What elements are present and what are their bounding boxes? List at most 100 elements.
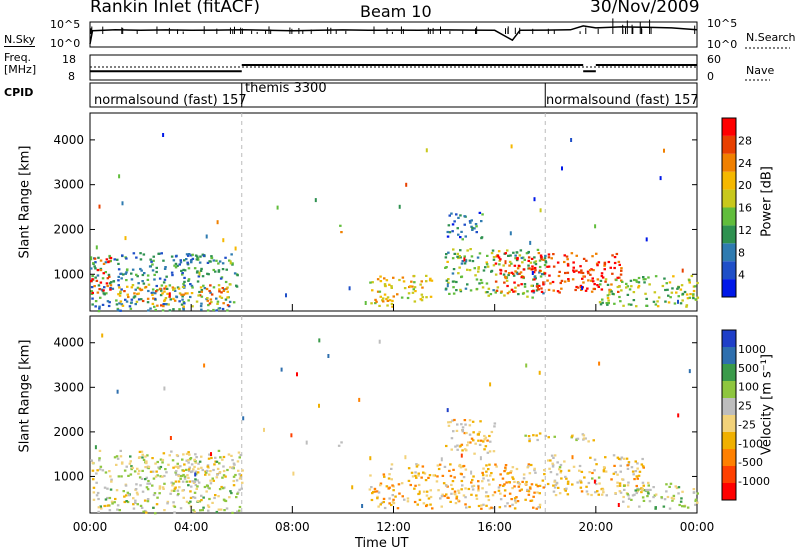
colorbar-band (722, 432, 736, 449)
scatter-cell (450, 492, 453, 495)
scatter-cell (98, 459, 101, 462)
scatter-cell (139, 484, 142, 487)
scatter-cell (627, 461, 631, 464)
scatter-cell (468, 433, 472, 436)
scatter-cell (154, 462, 157, 465)
scatter-cell (92, 498, 96, 501)
scatter-cell (119, 290, 122, 293)
scatter-cell (162, 259, 165, 262)
scatter-cell (630, 466, 634, 469)
scatter-cell (187, 299, 190, 302)
scatter-cell (456, 444, 459, 447)
scatter-cell (640, 491, 643, 494)
scatter-cell (390, 463, 394, 466)
scatter-cell (472, 439, 475, 442)
scatter-cell (515, 271, 519, 274)
scatter-cell (142, 510, 145, 513)
scatter-cell (386, 299, 390, 302)
scatter-cell (210, 257, 213, 260)
scatter-cell (186, 292, 189, 295)
scatter-cell (668, 485, 671, 488)
scatter-cell (579, 265, 582, 268)
scatter-cell (417, 474, 420, 477)
scatter-cell (502, 484, 505, 487)
scatter-cell (543, 257, 547, 260)
scatter-cell (173, 264, 176, 267)
noise-right-label: N.Search (746, 31, 796, 44)
scatter-cell (602, 469, 606, 472)
scatter-cell (542, 283, 545, 286)
scatter-cell (503, 281, 506, 284)
scatter-cell (136, 467, 139, 470)
scatter-cell (229, 283, 232, 286)
scatter-cell (471, 228, 474, 231)
scatter-cell (619, 273, 623, 276)
scatter-cell (222, 498, 226, 501)
scatter-cell (447, 278, 450, 281)
scatter-cell (218, 295, 222, 298)
scatter-cell (453, 490, 457, 493)
noise-cell (205, 234, 208, 239)
scatter-cell (147, 283, 151, 286)
scatter-cell (530, 284, 533, 287)
scatter-cell (504, 505, 507, 508)
scatter-cell (177, 474, 180, 478)
scatter-cell (191, 253, 194, 256)
scatter-cell (599, 279, 603, 282)
scatter-cell (611, 254, 614, 257)
noise-cell (90, 256, 93, 261)
scatter-cell (116, 308, 120, 312)
scatter-cell (174, 480, 178, 483)
scatter-cell (128, 462, 132, 465)
scatter-cell (99, 269, 103, 272)
scatter-cell (681, 299, 684, 302)
velocity-colorbar-tick: 1000 (738, 343, 766, 356)
scatter-cell (642, 278, 645, 281)
scatter-cell (217, 270, 221, 273)
scatter-cell (187, 469, 191, 473)
scatter-cell (219, 508, 223, 511)
scatter-cell (525, 252, 529, 255)
scatter-cell (178, 263, 181, 266)
scatter-cell (508, 264, 511, 267)
scatter-cell (488, 450, 492, 453)
scatter-cell (206, 299, 209, 302)
scatter-cell (174, 486, 177, 489)
scatter-cell (121, 254, 124, 257)
x-tick-label: 00:00 (73, 520, 108, 534)
scatter-cell (205, 490, 208, 493)
scatter-cell (540, 258, 543, 261)
scatter-cell (131, 284, 135, 287)
y-tick-label: 4000 (53, 336, 84, 350)
scatter-cell (514, 257, 517, 260)
scatter-cell (630, 303, 633, 306)
scatter-cell (413, 500, 417, 504)
cpid-segment-2: themis 3300 (245, 81, 327, 96)
scatter-cell (369, 281, 372, 284)
scatter-cell (450, 437, 454, 440)
scatter-cell (468, 259, 472, 262)
scatter-cell (587, 440, 590, 443)
scatter-cell (592, 269, 595, 272)
scatter-cell (582, 437, 586, 440)
frequency-frame (89, 54, 698, 81)
scatter-cell (502, 264, 505, 267)
scatter-cell (98, 307, 101, 310)
scatter-cell (129, 473, 133, 476)
scatter-cell (102, 289, 105, 292)
scatter-cell (457, 491, 461, 494)
scatter-cell (654, 275, 658, 278)
scatter-cell (177, 480, 181, 483)
scatter-cell (195, 456, 198, 459)
scatter-cell (235, 496, 238, 499)
velocity-colorbar-tick: -25 (738, 418, 756, 431)
scatter-cell (407, 467, 411, 470)
scatter-cell (141, 299, 145, 303)
scatter-cell (111, 287, 115, 290)
freq-left-tick-top: 18 (62, 53, 76, 66)
scatter-cell (544, 254, 547, 257)
noise-cell (677, 413, 680, 418)
scatter-cell (481, 480, 484, 483)
scatter-cell (156, 460, 159, 464)
scatter-cell (578, 479, 582, 483)
